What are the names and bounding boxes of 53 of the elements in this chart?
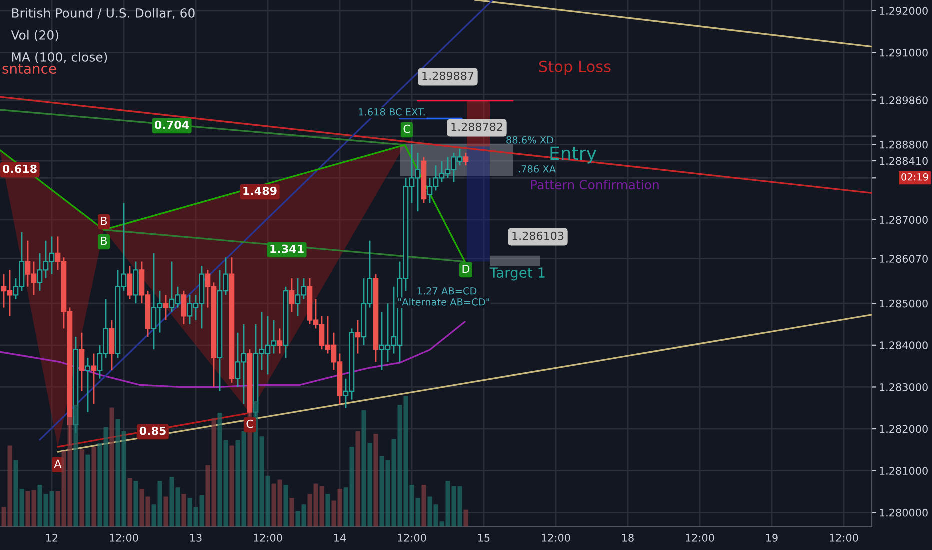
annotation: B [101,216,108,226]
annotation: 0.704 [154,120,190,130]
y-tick-label: 1.292000 [880,7,928,15]
annotation: C [404,124,410,134]
annotation: D [462,264,470,274]
y-tick-label: 1.291000 [880,48,928,57]
annotation: Stop Loss [539,60,611,76]
annotation: C [246,420,254,428]
y-tick-label: 1.287000 [880,216,928,224]
annotation: 1.27 AB=CD [418,287,477,295]
y-tick-label: 1.286070 [880,255,928,263]
annotation: 1.341 [270,244,304,254]
x-tick-label: 12:00 [398,534,426,542]
y-tick-label: 1.285000 [880,300,928,308]
y-tick-label: 1.280000 [880,508,928,517]
annotation: Pattern Confirmation [531,180,659,190]
annotation: B [101,236,108,246]
y-tick-label: 1.284000 [880,342,928,350]
annotation: 88.6% XD [506,136,554,144]
x-tick-label: 12:00 [110,534,138,542]
annotation: "Alternate AB=CD" [398,298,490,306]
text: 02:19 [902,173,928,181]
x-tick-label: 14 [334,534,346,542]
annotation: 0.85 [140,426,166,436]
x-tick-label: 13 [190,534,202,542]
x-tick-label: 12:00 [542,534,570,542]
x-tick-label: 18 [622,534,634,542]
annotation: Vol (20) [11,30,58,42]
annotation: .786 XA [519,165,556,173]
y-tick-label: 1.283000 [880,383,928,392]
x-tick-label: 12:00 [254,534,282,542]
y-tick-label: 1.281000 [880,467,928,475]
x-tick-label: 12:00 [686,534,714,542]
x-tick-label: 19 [766,534,778,542]
x-tick-label: 15 [478,534,490,542]
annotation: A [54,460,62,468]
text: British Pound / U.S. Dollar, 60 [12,8,195,20]
annotation: 1.286103 [512,232,564,240]
annotation: Entry [550,146,596,164]
y-tick-label: 1.288410 [880,157,928,166]
annotation: sntance [2,64,56,74]
annotation: MA (100, close) [12,52,108,64]
y-tick-label: 1.289860 [880,96,928,104]
annotation: 1.489 [244,186,277,196]
annotation: 1.288782 [452,122,502,132]
x-tick-label: 12:00 [830,534,858,542]
annotation: 0.618 [2,164,37,174]
y-tick-label: 1.288800 [880,140,928,149]
x-tick-label: 12 [46,534,58,542]
annotation: Target 1 [490,268,545,281]
y-tick-label: 1.282000 [880,425,928,434]
annotation: 1.289887 [422,72,474,80]
annotation: 1.618 BC EXT. [359,108,425,116]
